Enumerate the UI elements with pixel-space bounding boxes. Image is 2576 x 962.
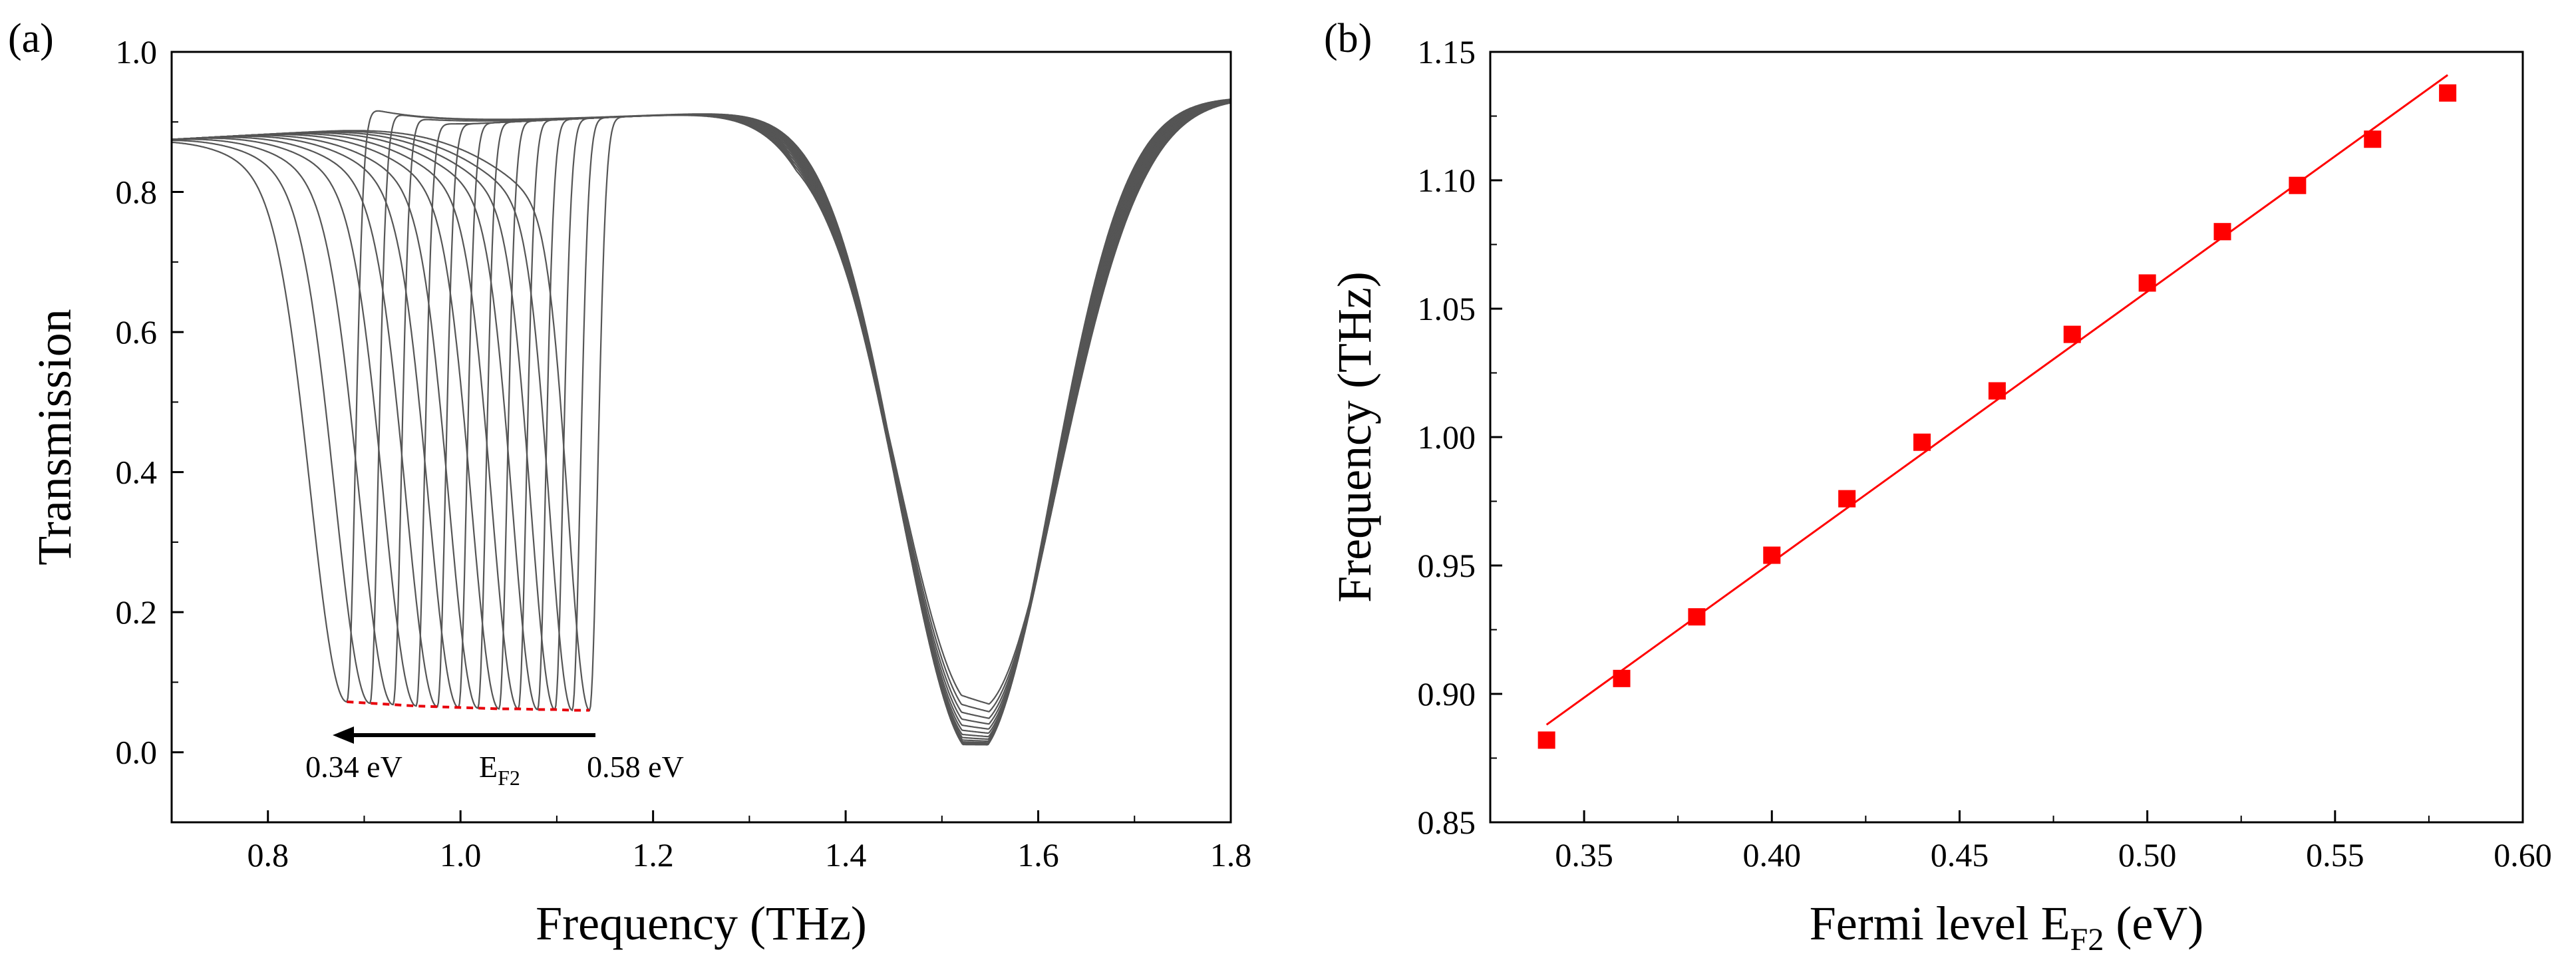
arrow-left-label: 0.34 eV	[305, 750, 402, 784]
data-point-marker	[1688, 608, 1706, 626]
data-point-marker	[2439, 84, 2457, 102]
panel-a: (a) 0.8 1.0 1.2 1.4 1.6 1.8 0.0 0.2 0.4 0.6 0.8 1.…	[8, 16, 1251, 950]
y-tick-label: 1.10	[1418, 162, 1476, 199]
y-tick-label: 0.0	[116, 734, 158, 771]
data-point-marker	[1913, 433, 1931, 451]
minima-trace-line	[347, 700, 590, 712]
panel-a-x-ticks: 0.8 1.0 1.2 1.4 1.6 1.8	[171, 810, 1252, 874]
data-point-marker	[2063, 325, 2081, 343]
y-tick-label: 0.8	[116, 174, 158, 211]
data-point-marker	[2213, 223, 2231, 241]
x-tick-label: 0.45	[1931, 836, 1989, 874]
x-tick-label: 0.60	[2494, 836, 2552, 874]
panel-a-x-axis-label: Frequency (THz)	[536, 897, 867, 950]
linear-fit-line	[1545, 74, 2449, 726]
panel-b-y-ticks: 0.85 0.90 0.95 1.00 1.05 1.10 1.15	[1418, 33, 1502, 841]
y-tick-label: 1.05	[1418, 290, 1476, 327]
arrow-center-main: E	[479, 750, 498, 784]
arrow-center-sub: F2	[498, 766, 520, 790]
panel-a-y-axis-label: Transmission	[28, 309, 81, 565]
x-tick-label: 1.6	[1017, 836, 1059, 874]
y-tick-label: 0.85	[1418, 804, 1476, 841]
data-point-marker	[1988, 382, 2006, 400]
data-point-marker	[1613, 669, 1631, 687]
x-tick-label: 1.2	[632, 836, 674, 874]
panel-b-x-ticks: 0.35 0.40 0.45 0.50 0.55 0.60	[1490, 810, 2552, 874]
panel-a-curves	[171, 98, 1231, 746]
panel-b-points	[1537, 84, 2457, 749]
panel-a-label: (a)	[8, 16, 54, 61]
y-tick-label: 1.00	[1418, 418, 1476, 456]
y-tick-label: 0.4	[116, 454, 158, 491]
data-point-marker	[2289, 176, 2307, 194]
x-tick-label: 0.40	[1743, 836, 1802, 874]
x-tick-label: 0.8	[247, 836, 289, 874]
x-tick-label: 1.0	[440, 836, 482, 874]
y-tick-label: 1.0	[116, 33, 158, 71]
data-point-marker	[2364, 130, 2382, 148]
fermi-level-arrowhead	[333, 726, 354, 744]
y-tick-label: 0.90	[1418, 675, 1476, 713]
y-tick-label: 0.95	[1418, 547, 1476, 584]
x-tick-label: 0.50	[2118, 836, 2177, 874]
arrow-center-label: EF2	[479, 750, 520, 790]
data-point-marker	[2138, 274, 2156, 292]
arrow-right-label: 0.58 eV	[587, 750, 684, 784]
panel-b: (b) 0.35 0.40 0.45 0.50 0.55 0.60 0.85 0.90 0.9…	[1324, 16, 2552, 957]
data-point-marker	[1763, 546, 1781, 564]
transmission-curve	[171, 102, 1231, 712]
panel-b-x-axis-label-main: Fermi level E	[1810, 897, 2070, 950]
x-tick-label: 1.8	[1210, 836, 1252, 874]
x-tick-label: 1.4	[825, 836, 867, 874]
panel-a-frame	[170, 51, 1232, 824]
panel-b-frame	[1489, 51, 2524, 824]
panel-b-x-axis-label-sub: F2	[2070, 922, 2104, 957]
panel-b-label: (b)	[1324, 16, 1372, 61]
data-point-marker	[1838, 490, 1856, 508]
panel-a-y-ticks: 0.0 0.2 0.4 0.6 0.8 1.0	[116, 33, 184, 823]
y-tick-label: 1.15	[1418, 33, 1476, 71]
panel-b-fit-line	[1545, 74, 2449, 726]
panel-b-x-axis-label: Fermi level EF2 (eV)	[1810, 897, 2204, 957]
data-point-marker	[1537, 731, 1555, 749]
panel-a-minima-trace	[347, 700, 590, 712]
y-tick-label: 0.2	[116, 593, 158, 631]
panel-b-x-axis-label-tail: (eV)	[2104, 897, 2203, 950]
x-tick-label: 0.35	[1555, 836, 1613, 874]
x-tick-label: 0.55	[2306, 836, 2364, 874]
y-tick-label: 0.6	[116, 313, 158, 351]
panel-b-y-axis-label: Frequency (THz)	[1328, 271, 1381, 603]
